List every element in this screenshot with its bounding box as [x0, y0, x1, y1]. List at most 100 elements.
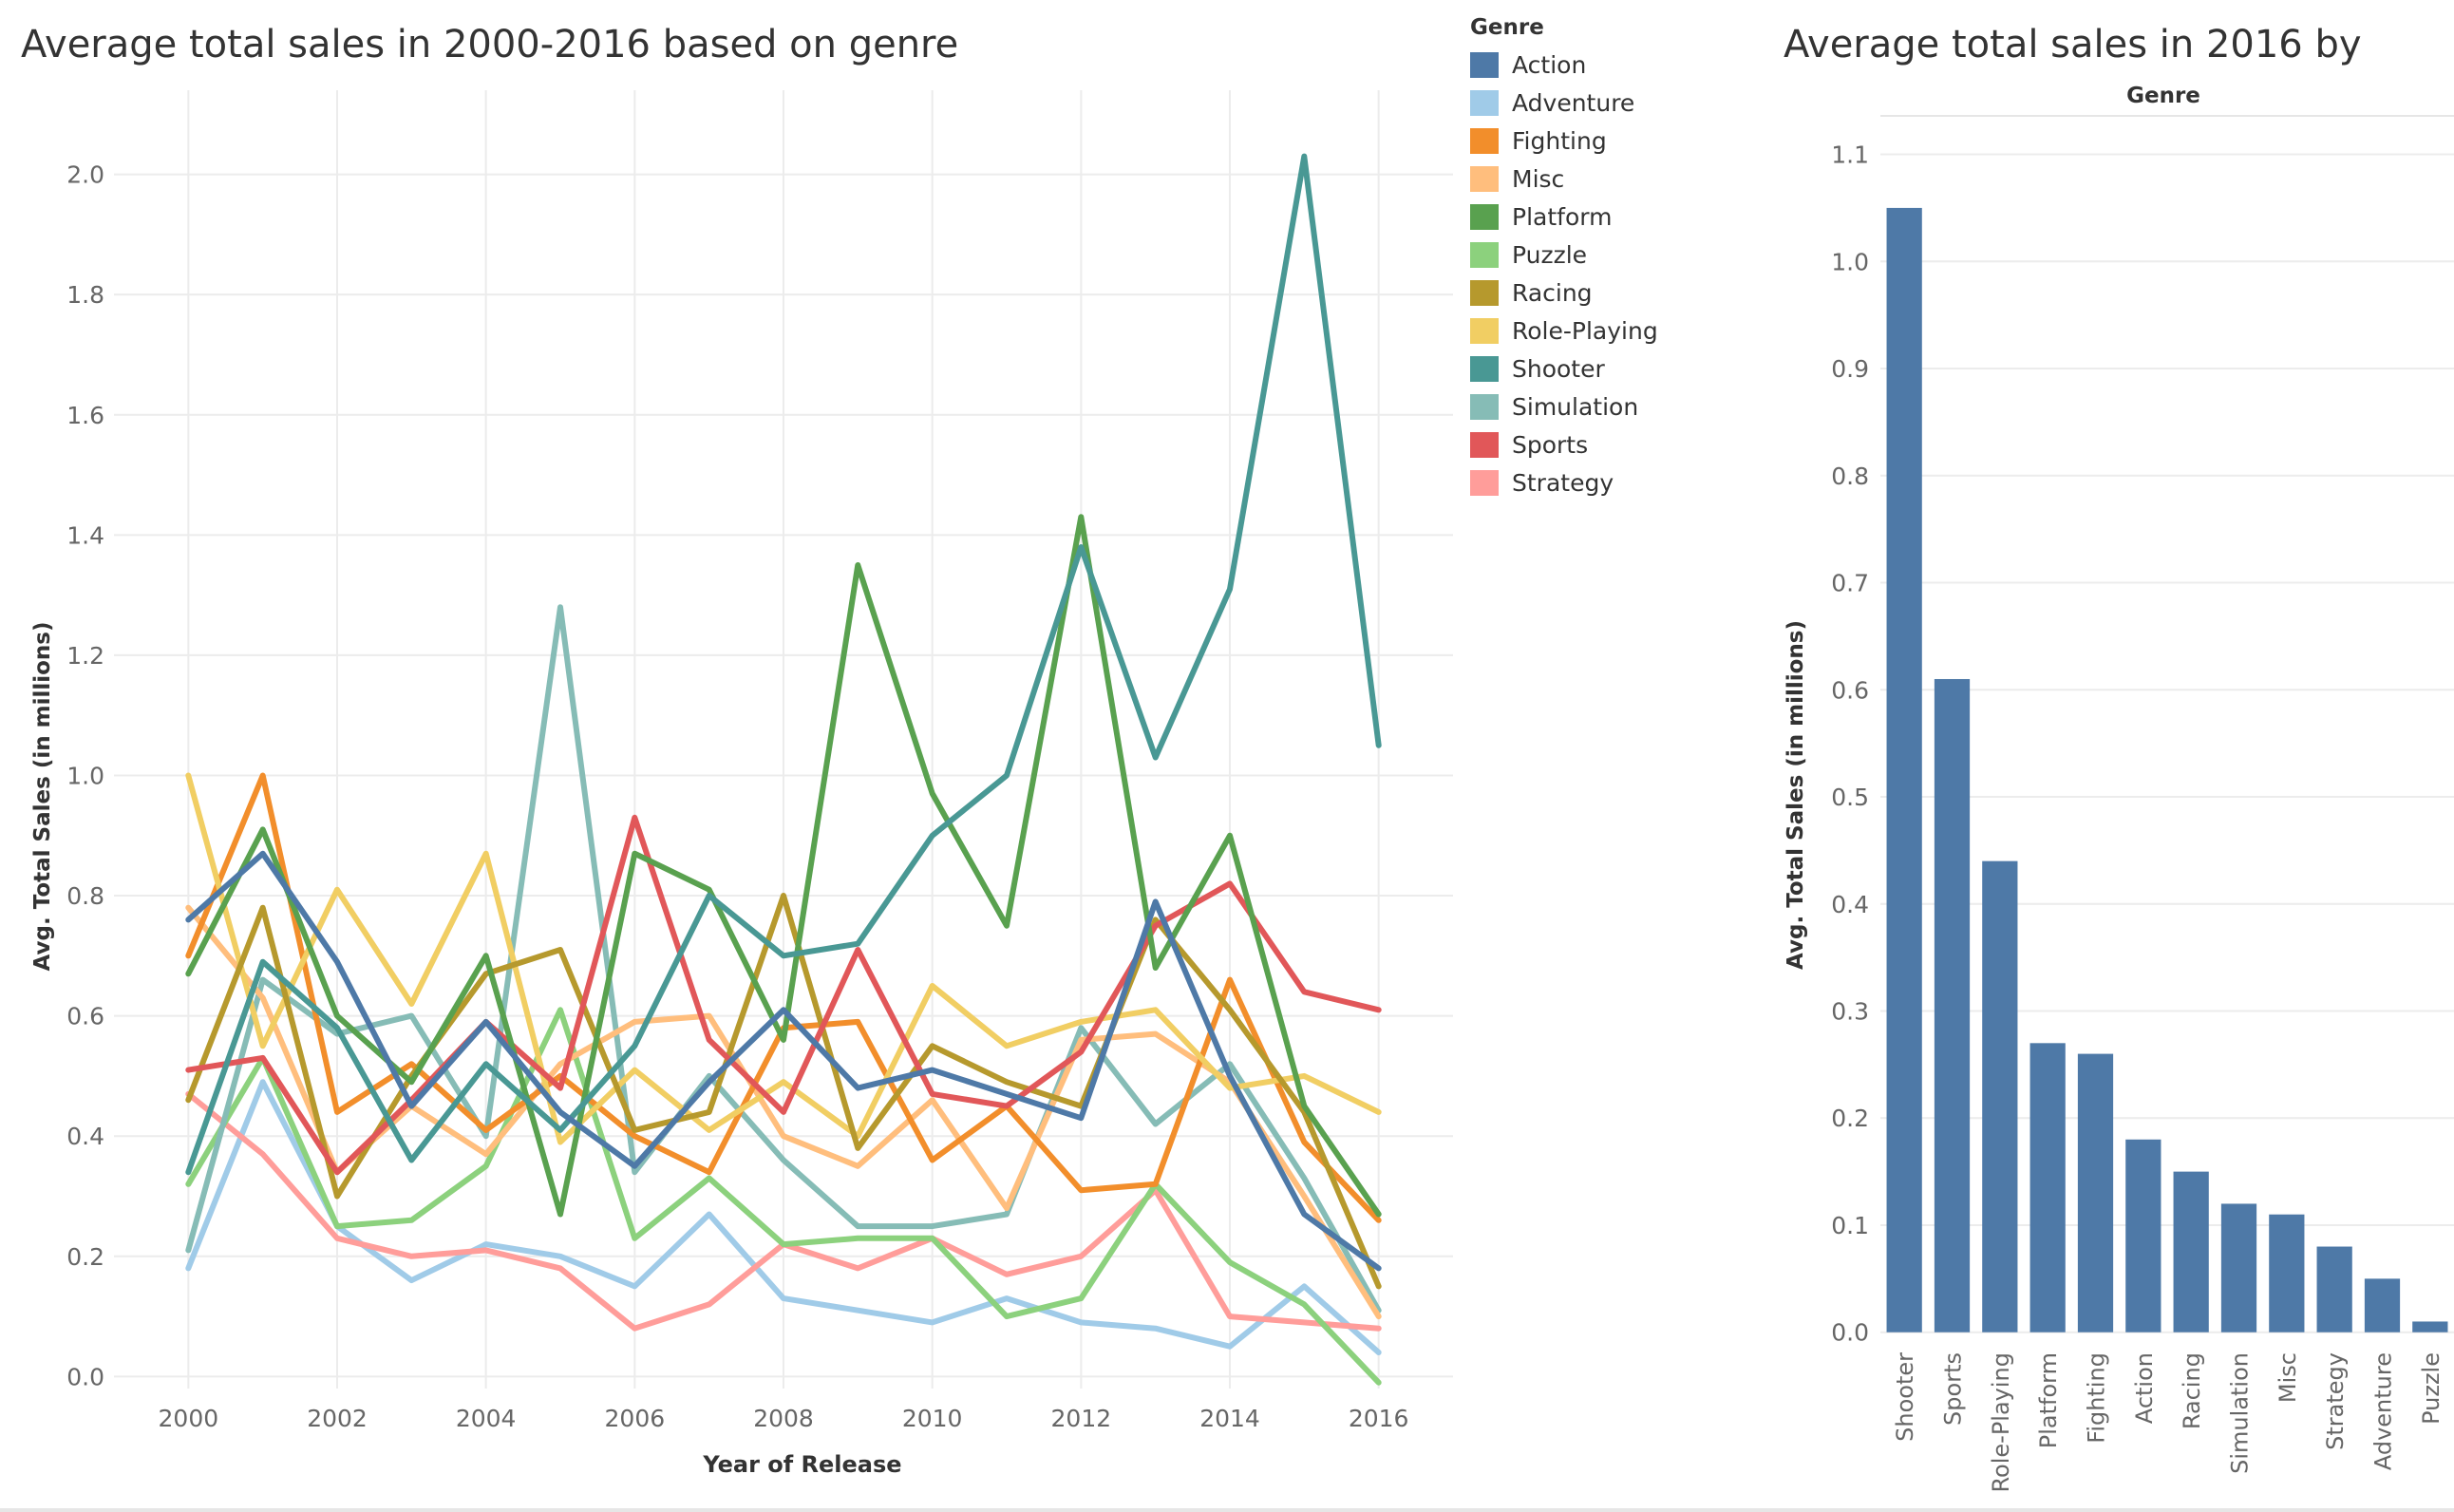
- y-tick-label: 0.6: [1831, 676, 1869, 704]
- legend-item-role-playing[interactable]: Role-Playing: [1470, 312, 1658, 350]
- legend-item-adventure[interactable]: Adventure: [1470, 84, 1658, 122]
- legend-label: Role-Playing: [1512, 316, 1658, 345]
- legend-swatch-racing: [1470, 279, 1499, 306]
- series-line-action: [185, 850, 1382, 1272]
- legend-item-racing[interactable]: Racing: [1470, 274, 1658, 312]
- x-tick-label: 2016: [1349, 1405, 1409, 1432]
- legend-item-platform[interactable]: Platform: [1470, 198, 1658, 236]
- x-tick-label: 2000: [159, 1405, 219, 1432]
- legend-label: Adventure: [1512, 88, 1635, 117]
- legend-label: Platform: [1512, 202, 1613, 231]
- x-tick-label: 2014: [1199, 1405, 1260, 1432]
- y-tick-label: 0.2: [66, 1243, 104, 1271]
- bar-header-label: Genre: [2126, 84, 2200, 108]
- legend: Genre Action Adventure Fighting Misc Pla…: [1470, 15, 1658, 501]
- legend-label: Misc: [1512, 164, 1565, 193]
- legend-swatch-role-playing: [1470, 317, 1499, 344]
- legend-swatch-platform: [1470, 203, 1499, 230]
- series-line-role-playing: [185, 772, 1382, 1145]
- x-tick-label: 2010: [902, 1405, 963, 1432]
- x-tick-label-shooter: Shooter: [1892, 1352, 1918, 1442]
- series-line-adventure: [185, 1079, 1382, 1355]
- y-tick-label: 0.8: [66, 882, 104, 910]
- y-axis-label: Avg. Total Sales (in millions): [30, 622, 55, 972]
- y-tick-label: 1.4: [66, 521, 104, 549]
- bar-misc: [2269, 1214, 2305, 1332]
- legend-item-fighting[interactable]: Fighting: [1470, 122, 1658, 160]
- bottom-divider: [0, 1508, 2454, 1512]
- x-tick-label-role-playing: Role-Playing: [1988, 1352, 2014, 1493]
- y-axis-label: Avg. Total Sales (in millions): [1784, 620, 1808, 970]
- y-tick-label: 0.9: [1831, 355, 1869, 383]
- y-tick-label: 1.0: [66, 762, 104, 789]
- legend-label: Puzzle: [1512, 240, 1588, 269]
- y-tick-label: 0.5: [1831, 784, 1869, 811]
- legend-item-action[interactable]: Action: [1470, 46, 1658, 84]
- bar-platform: [2029, 1043, 2066, 1332]
- bar-sports: [1934, 678, 1971, 1332]
- y-tick-label: 0.0: [66, 1363, 104, 1390]
- series-line-sports: [185, 814, 1382, 1176]
- y-tick-label: 0.1: [1831, 1212, 1869, 1239]
- legend-swatch-strategy: [1470, 469, 1499, 496]
- x-tick-label-action: Action: [2131, 1352, 2158, 1424]
- series-line-puzzle: [185, 1007, 1382, 1386]
- x-tick-label-racing: Racing: [2179, 1352, 2205, 1429]
- y-tick-label: 1.0: [1831, 248, 1869, 275]
- x-tick-label-simulation: Simulation: [2227, 1352, 2254, 1474]
- y-tick-label: 0.2: [1831, 1105, 1869, 1132]
- bar-adventure: [2364, 1278, 2401, 1332]
- legend-swatch-puzzle: [1470, 241, 1499, 268]
- y-tick-label: 1.1: [1831, 142, 1869, 169]
- legend-label: Sports: [1512, 430, 1589, 459]
- legend-swatch-shooter: [1470, 355, 1499, 382]
- legend-swatch-action: [1470, 51, 1499, 78]
- legend-title: Genre: [1470, 15, 1544, 40]
- legend-item-puzzle[interactable]: Puzzle: [1470, 236, 1658, 274]
- y-tick-label: 0.4: [66, 1123, 104, 1150]
- x-tick-label: 2012: [1051, 1405, 1112, 1432]
- left-chart-title: Average total sales in 2000-2016 based o…: [21, 23, 959, 66]
- y-tick-label: 0.7: [1831, 570, 1869, 597]
- series-line-shooter: [185, 153, 1382, 1176]
- bar-chart: Genre 0.0 0.1 0.2 0.3 0.4 0.5 0.6 0.7 0.8 0.9 1.0 1.…: [1784, 84, 2454, 1493]
- right-chart-title: Average total sales in 2016 by: [1784, 23, 2362, 66]
- legend-swatch-sports: [1470, 431, 1499, 458]
- y-tick-label: 1.6: [66, 402, 104, 429]
- y-tick-label: 2.0: [66, 161, 104, 189]
- legend-item-sports[interactable]: Sports: [1470, 425, 1658, 463]
- legend-item-shooter[interactable]: Shooter: [1470, 350, 1658, 387]
- legend-item-simulation[interactable]: Simulation: [1470, 387, 1658, 425]
- bar-racing: [2173, 1171, 2209, 1332]
- x-tick-label-adventure: Adventure: [2370, 1352, 2397, 1470]
- bar-fighting: [2077, 1053, 2114, 1332]
- x-axis-label: Year of Release: [702, 1451, 901, 1478]
- x-tick-label: 2004: [456, 1405, 517, 1432]
- bar-strategy: [2316, 1246, 2352, 1332]
- legend-label: Strategy: [1512, 468, 1614, 497]
- bar-role-playing: [1982, 860, 2018, 1332]
- legend-label: Fighting: [1512, 126, 1607, 155]
- legend-swatch-simulation: [1470, 393, 1499, 420]
- legend-label: Racing: [1512, 278, 1593, 307]
- bar-shooter: [1886, 207, 1922, 1332]
- series-line-misc: [185, 904, 1382, 1320]
- bar-action: [2125, 1139, 2161, 1332]
- legend-swatch-misc: [1470, 165, 1499, 192]
- x-tick-label-sports: Sports: [1940, 1352, 1967, 1426]
- x-tick-label: 2006: [605, 1405, 666, 1432]
- y-tick-label: 0.4: [1831, 891, 1869, 918]
- legend-swatch-fighting: [1470, 127, 1499, 154]
- y-tick-label: 0.6: [66, 1003, 104, 1030]
- x-tick-label-strategy: Strategy: [2322, 1352, 2349, 1450]
- legend-item-misc[interactable]: Misc: [1470, 160, 1658, 198]
- x-tick-label-puzzle: Puzzle: [2418, 1352, 2445, 1425]
- y-tick-label: 0.8: [1831, 463, 1869, 490]
- x-tick-label-fighting: Fighting: [2084, 1352, 2110, 1444]
- bar-puzzle: [2412, 1321, 2448, 1332]
- y-tick-label: 1.2: [66, 642, 104, 670]
- line-chart: 0.0 0.2 0.4 0.6 0.8 1.0 1.2 1.4 1.6 1.8 2.0 2000 200…: [30, 90, 1453, 1478]
- legend-swatch-adventure: [1470, 89, 1499, 116]
- legend-item-strategy[interactable]: Strategy: [1470, 463, 1658, 501]
- x-tick-label-misc: Misc: [2275, 1352, 2301, 1403]
